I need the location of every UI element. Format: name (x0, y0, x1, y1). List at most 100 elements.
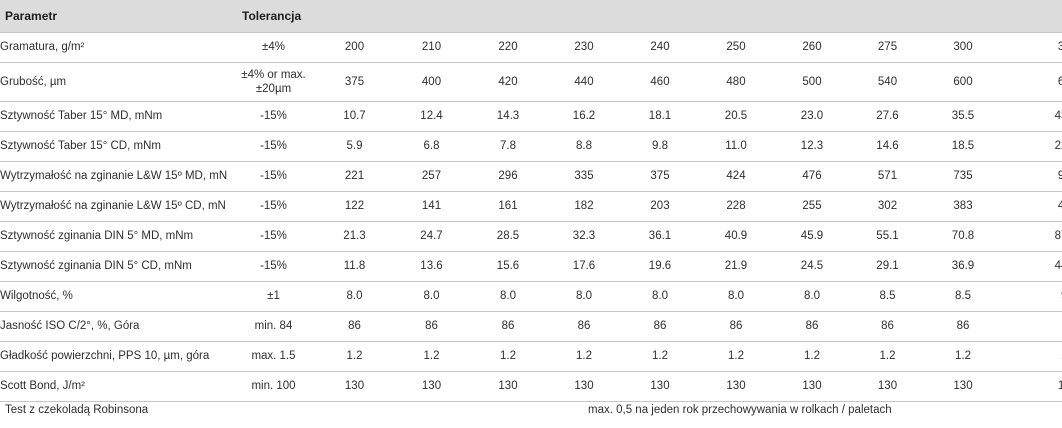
row-param: Sztywność zginania DIN 5° CD, mNm (0, 251, 231, 282)
row-value: 11.8 (316, 251, 393, 282)
row-value: 476 (774, 161, 850, 192)
table-row: Sztywność zginania DIN 5° MD, mNm -15% 21.… (0, 221, 1062, 252)
table-header-row: Parametr Tolerancja (0, 0, 1062, 33)
row-param: Scott Bond, J/m² (0, 371, 231, 402)
row-tolerance: ±4% or max. ±20µm (231, 62, 316, 102)
row-value: 86 (546, 311, 622, 342)
row-tolerance: ±4% (231, 32, 316, 63)
row-value: 45.9 (774, 221, 850, 252)
row-value: 86 (1001, 311, 1062, 342)
row-value: 375 (622, 161, 698, 192)
row-value: 1.2 (622, 341, 698, 372)
row-value: 86 (393, 311, 470, 342)
row-value: 257 (393, 161, 470, 192)
table-row: Wytrzymałość na zginanie L&W 15º CD, mN -… (0, 191, 1062, 222)
header-empty (774, 0, 850, 33)
row-value: 221 (316, 161, 393, 192)
row-tolerance: -15% (231, 251, 316, 282)
row-value: 1.2 (850, 341, 925, 372)
row-value: 325 (1001, 32, 1062, 63)
row-value: 24.7 (393, 221, 470, 252)
row-value: 260 (774, 32, 850, 63)
row-value: 23.0 (774, 101, 850, 132)
header-empty (393, 0, 470, 33)
row-tolerance: max. 1.5 (231, 341, 316, 372)
row-value: 275 (850, 32, 925, 63)
row-value: 86 (850, 311, 925, 342)
row-value: 571 (850, 161, 925, 192)
row-value: 130 (1001, 371, 1062, 402)
row-param: Wilgotność, % (0, 281, 231, 312)
row-param: Wytrzymałość na zginanie L&W 15º CD, mN (0, 191, 231, 222)
row-value: 15.6 (470, 251, 546, 282)
table-row: Sztywność Taber 15° MD, mNm -15% 10.7 12.4 1… (0, 101, 1062, 132)
row-value: 220 (470, 32, 546, 63)
row-tolerance: -15% (231, 161, 316, 192)
row-value: 905 (1001, 161, 1062, 192)
row-value: 296 (470, 161, 546, 192)
row-value: 1.2 (546, 341, 622, 372)
row-value: 203 (622, 191, 698, 222)
row-value: 500 (774, 62, 850, 102)
table-body: Gramatura, g/m² ±4% 200 210 220 230 240 250 260 2… (0, 32, 1062, 402)
row-value: 130 (698, 371, 774, 402)
row-value: 335 (546, 161, 622, 192)
row-value: 8.0 (698, 281, 774, 312)
row-value: 55.1 (850, 221, 925, 252)
row-value: 8.8 (546, 131, 622, 162)
row-value: 21.3 (316, 221, 393, 252)
row-value: 130 (850, 371, 925, 402)
row-value: 86 (774, 311, 850, 342)
header-param: Parametr (0, 0, 231, 33)
row-value: 8.0 (774, 281, 850, 312)
row-value: 9.8 (622, 131, 698, 162)
row-value: 130 (546, 371, 622, 402)
row-value: 8.0 (622, 281, 698, 312)
header-tolerance-label: Tolerancja (242, 8, 302, 23)
table-row: Grubość, µm ±4% or max. ±20µm 375 400 420 440… (0, 62, 1062, 102)
row-value: 420 (470, 62, 546, 102)
table-row: Wytrzymałość na zginanie L&W 15º MD, mN -… (0, 161, 1062, 192)
row-value: 228 (698, 191, 774, 222)
header-empty (622, 0, 698, 33)
row-value: 43.7 (1001, 101, 1062, 132)
row-value: 8.0 (470, 281, 546, 312)
row-value: 17.6 (546, 251, 622, 282)
row-value: 600 (925, 62, 1001, 102)
header-empty (1001, 0, 1062, 33)
row-value: 11.0 (698, 131, 774, 162)
row-tolerance: -15% (231, 221, 316, 252)
header-empty (925, 0, 1001, 33)
row-value: 130 (316, 371, 393, 402)
row-value: 35.5 (925, 101, 1001, 132)
row-tolerance: -15% (231, 191, 316, 222)
row-value: 22.4 (1001, 131, 1062, 162)
row-value: 44.7 (1001, 251, 1062, 282)
row-value: 8.5 (925, 281, 1001, 312)
row-value: 122 (316, 191, 393, 222)
row-value: 70.8 (925, 221, 1001, 252)
row-value: 1.2 (470, 341, 546, 372)
row-value: 182 (546, 191, 622, 222)
row-value: 13.6 (393, 251, 470, 282)
row-value: 29.1 (850, 251, 925, 282)
row-value: 12.3 (774, 131, 850, 162)
row-param: Gramatura, g/m² (0, 32, 231, 63)
row-param: Jasność ISO C/2°, %, Góra (0, 311, 231, 342)
header-empty (698, 0, 774, 33)
row-value: 8.0 (316, 281, 393, 312)
row-tolerance: ±1 (231, 281, 316, 312)
row-value: 32.3 (546, 221, 622, 252)
row-value: 8.5 (850, 281, 925, 312)
row-value: 200 (316, 32, 393, 63)
row-value: 8.0 (546, 281, 622, 312)
row-param: Gładkość powierzchni, PPS 10, µm, góra (0, 341, 231, 372)
row-value: 21.9 (698, 251, 774, 282)
header-empty (546, 0, 622, 33)
row-value: 130 (622, 371, 698, 402)
header-tolerance: Tolerancja (231, 0, 316, 33)
row-value: 28.5 (470, 221, 546, 252)
header-empty (850, 0, 925, 33)
row-param: Grubość, µm (0, 62, 231, 102)
